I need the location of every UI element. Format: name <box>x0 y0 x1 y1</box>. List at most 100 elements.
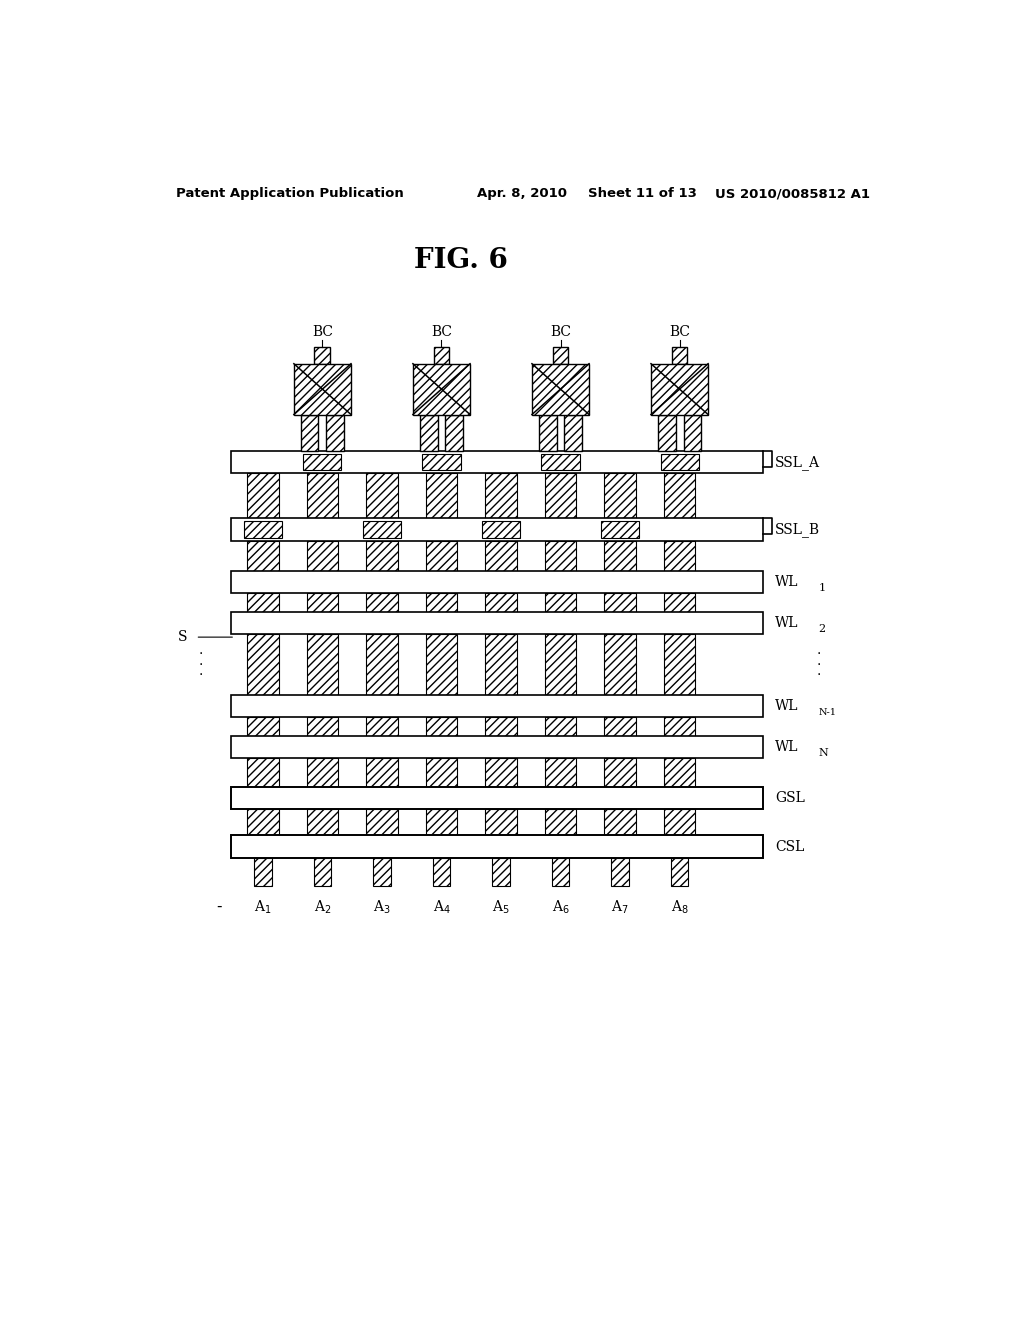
Bar <box>373 858 391 886</box>
Bar <box>485 541 517 572</box>
Bar <box>327 414 344 451</box>
Bar <box>485 809 517 836</box>
Bar <box>604 594 636 611</box>
Text: A$_1$: A$_1$ <box>254 899 271 916</box>
Bar <box>604 634 636 696</box>
Text: BC: BC <box>312 325 333 339</box>
Bar <box>658 414 676 451</box>
Bar <box>672 347 687 364</box>
Bar <box>611 858 629 886</box>
Bar <box>485 634 517 696</box>
Bar <box>664 541 695 572</box>
Bar <box>362 521 401 537</box>
Bar <box>564 414 582 451</box>
Bar <box>545 594 577 611</box>
Bar <box>314 347 331 364</box>
Text: ·: · <box>199 657 203 672</box>
Text: A$_3$: A$_3$ <box>373 899 391 916</box>
Bar <box>601 521 639 537</box>
Bar <box>426 718 458 735</box>
Bar <box>485 718 517 735</box>
Bar <box>231 836 763 858</box>
Text: WL: WL <box>775 616 799 630</box>
Bar <box>552 858 569 886</box>
Text: ·: · <box>816 657 820 672</box>
Text: N-1: N-1 <box>818 708 837 717</box>
Text: ·: · <box>199 668 203 681</box>
Bar <box>539 414 557 451</box>
Bar <box>231 451 763 474</box>
Text: A$_8$: A$_8$ <box>671 899 688 916</box>
Text: SSL_B: SSL_B <box>775 521 820 537</box>
Text: A$_5$: A$_5$ <box>493 899 510 916</box>
Text: BC: BC <box>669 325 690 339</box>
Bar <box>545 758 577 787</box>
Text: WL: WL <box>775 700 799 713</box>
Bar <box>545 474 577 519</box>
Text: ·: · <box>199 647 203 661</box>
Text: 1: 1 <box>818 583 825 593</box>
Bar <box>545 634 577 696</box>
Bar <box>294 364 351 414</box>
Bar <box>485 758 517 787</box>
Bar <box>231 696 763 718</box>
Bar <box>545 809 577 836</box>
Bar <box>664 718 695 735</box>
Text: BC: BC <box>431 325 452 339</box>
Bar <box>231 519 763 541</box>
Bar <box>426 634 458 696</box>
Bar <box>231 735 763 758</box>
Text: Patent Application Publication: Patent Application Publication <box>176 187 403 201</box>
Bar <box>671 858 688 886</box>
Text: 2: 2 <box>818 624 825 634</box>
Bar <box>367 718 397 735</box>
Bar <box>423 454 461 470</box>
Bar <box>247 758 279 787</box>
Bar <box>247 474 279 519</box>
Bar <box>247 718 279 735</box>
Bar <box>367 634 397 696</box>
Text: N: N <box>818 748 828 758</box>
Bar <box>231 787 763 809</box>
Bar <box>306 594 338 611</box>
Bar <box>604 718 636 735</box>
Bar <box>247 809 279 836</box>
Text: S: S <box>178 630 187 644</box>
Bar <box>433 347 450 364</box>
Bar <box>306 474 338 519</box>
Bar <box>367 541 397 572</box>
Bar <box>651 364 709 414</box>
Text: WL: WL <box>775 741 799 754</box>
Bar <box>604 474 636 519</box>
Text: CSL: CSL <box>775 840 804 854</box>
Bar <box>485 594 517 611</box>
Bar <box>445 414 463 451</box>
Text: Apr. 8, 2010: Apr. 8, 2010 <box>477 187 567 201</box>
Text: FIG. 6: FIG. 6 <box>415 247 508 273</box>
Bar <box>231 572 763 594</box>
Bar <box>413 364 470 414</box>
Text: A$_7$: A$_7$ <box>611 899 629 916</box>
Bar <box>545 541 577 572</box>
Bar <box>664 474 695 519</box>
Bar <box>426 541 458 572</box>
Bar <box>493 858 510 886</box>
Bar <box>433 858 451 886</box>
Text: ·: · <box>816 647 820 661</box>
Bar <box>604 809 636 836</box>
Text: A$_6$: A$_6$ <box>552 899 569 916</box>
Text: GSL: GSL <box>775 791 805 805</box>
Bar <box>426 758 458 787</box>
Bar <box>247 541 279 572</box>
Bar <box>664 594 695 611</box>
Bar <box>684 414 701 451</box>
Text: A$_2$: A$_2$ <box>313 899 331 916</box>
Bar <box>664 758 695 787</box>
Bar <box>231 611 763 634</box>
Bar <box>306 718 338 735</box>
Text: US 2010/0085812 A1: US 2010/0085812 A1 <box>715 187 870 201</box>
Text: Sheet 11 of 13: Sheet 11 of 13 <box>588 187 697 201</box>
Bar <box>660 454 698 470</box>
Bar <box>426 809 458 836</box>
Bar <box>531 364 589 414</box>
